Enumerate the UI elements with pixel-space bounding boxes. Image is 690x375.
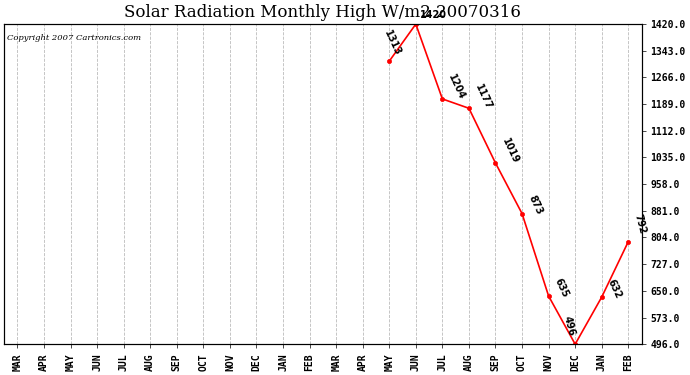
Text: 632: 632 <box>606 277 624 300</box>
Text: 1204: 1204 <box>446 73 467 102</box>
Text: 873: 873 <box>526 194 544 216</box>
Text: 496: 496 <box>561 315 576 337</box>
Text: 792: 792 <box>633 213 647 235</box>
Text: 635: 635 <box>553 276 571 299</box>
Text: 1313: 1313 <box>382 28 403 57</box>
Text: Copyright 2007 Cartronics.com: Copyright 2007 Cartronics.com <box>8 34 141 42</box>
Text: 1420: 1420 <box>420 10 447 20</box>
Title: Solar Radiation Monthly High W/m2 20070316: Solar Radiation Monthly High W/m2 200703… <box>124 4 522 21</box>
Text: 1019: 1019 <box>500 137 520 166</box>
Text: 1177: 1177 <box>473 82 493 111</box>
